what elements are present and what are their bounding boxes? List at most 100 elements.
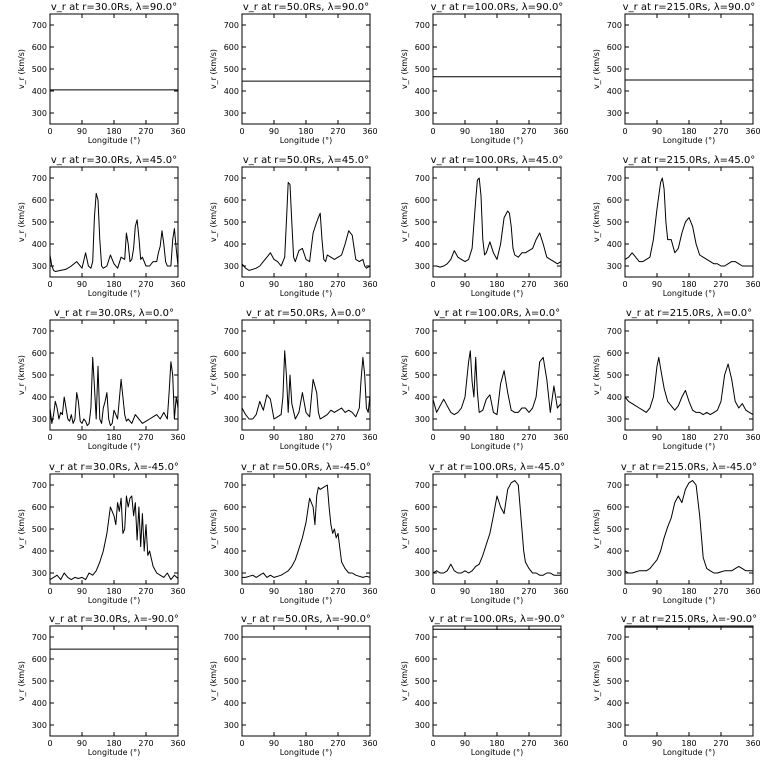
x-tick-label: 360 xyxy=(745,280,760,289)
subplot-title: v_r at r=215.0Rs, λ=0.0° xyxy=(626,308,752,319)
y-tick-label: 300 xyxy=(415,109,430,118)
series-line xyxy=(432,480,561,576)
x-tick-label: 90 xyxy=(460,280,470,289)
y-tick-label: 600 xyxy=(224,503,239,512)
subplot-title: v_r at r=100.0Rs, λ=0.0° xyxy=(434,308,560,319)
series-line xyxy=(432,350,562,416)
subplot-title: v_r at r=50.0Rs, λ=-90.0° xyxy=(241,614,371,625)
x-tick-label: 90 xyxy=(652,280,662,289)
y-tick-label: 700 xyxy=(415,481,430,490)
y-axis-label: v_r (km/s) xyxy=(209,355,218,395)
y-axis-label: v_r (km/s) xyxy=(400,509,409,549)
x-tick-label: 180 xyxy=(681,587,696,596)
subplot-6: v_r at r=50.0Rs, λ=45.0° 0 90 180 270 360 300 4… xyxy=(209,155,378,298)
y-tick-label: 400 xyxy=(415,393,430,402)
x-tick-label: 180 xyxy=(106,127,121,136)
x-tick-label: 360 xyxy=(362,280,377,289)
x-axis-label: Longitude (°) xyxy=(88,289,141,298)
subplot-8: v_r at r=215.0Rs, λ=45.0° 0 90 180 270 360 300… xyxy=(592,155,761,298)
y-tick-label: 300 xyxy=(32,721,47,730)
y-tick-label: 600 xyxy=(224,43,239,52)
series-line xyxy=(624,480,753,574)
x-tick-label: 180 xyxy=(489,127,504,136)
x-tick-label: 270 xyxy=(713,280,728,289)
plot-frame xyxy=(432,166,562,278)
y-tick-label: 700 xyxy=(32,327,47,336)
x-axis-label: Longitude (°) xyxy=(471,289,524,298)
y-tick-label: 300 xyxy=(607,569,622,578)
y-tick-label: 300 xyxy=(224,415,239,424)
plot-frame xyxy=(241,625,371,737)
plot-frame xyxy=(241,473,371,585)
subplot-title: v_r at r=100.0Rs, λ=-90.0° xyxy=(429,614,565,625)
y-tick-label: 700 xyxy=(224,21,239,30)
series-line xyxy=(49,192,179,272)
x-tick-label: 270 xyxy=(330,127,345,136)
subplot-title: v_r at r=215.0Rs, λ=-45.0° xyxy=(621,462,757,473)
x-tick-label: 0 xyxy=(239,127,244,136)
x-tick-label: 90 xyxy=(460,739,470,748)
y-tick-label: 700 xyxy=(224,327,239,336)
x-tick-label: 90 xyxy=(652,739,662,748)
y-tick-label: 600 xyxy=(32,655,47,664)
x-tick-label: 360 xyxy=(170,127,185,136)
y-tick-label: 400 xyxy=(32,87,47,96)
y-tick-label: 400 xyxy=(32,699,47,708)
plot-frame xyxy=(49,13,179,125)
x-tick-label: 360 xyxy=(745,127,760,136)
x-axis-label: Longitude (°) xyxy=(663,596,716,605)
x-tick-label: 90 xyxy=(77,587,87,596)
series-line xyxy=(241,181,371,271)
subplot-title: v_r at r=215.0Rs, λ=-90.0° xyxy=(621,614,757,625)
x-tick-label: 90 xyxy=(269,433,279,442)
y-tick-label: 500 xyxy=(32,525,47,534)
x-axis-label: Longitude (°) xyxy=(663,748,716,757)
subplot-title: v_r at r=100.0Rs, λ=-45.0° xyxy=(429,462,565,473)
plot-frame xyxy=(432,13,562,125)
subplot-title: v_r at r=215.0Rs, λ=45.0° xyxy=(623,155,756,166)
plot-frame xyxy=(624,319,754,431)
y-tick-label: 600 xyxy=(607,196,622,205)
x-tick-label: 0 xyxy=(239,587,244,596)
y-tick-label: 300 xyxy=(224,109,239,118)
y-tick-label: 600 xyxy=(32,43,47,52)
y-tick-label: 700 xyxy=(32,633,47,642)
subplot-title: v_r at r=100.0Rs, λ=90.0° xyxy=(431,2,564,13)
subplot-1: v_r at r=30.0Rs, λ=90.0° 0 90 180 270 360 300 4… xyxy=(17,2,186,145)
x-tick-label: 180 xyxy=(489,433,504,442)
x-tick-label: 270 xyxy=(713,587,728,596)
x-tick-label: 360 xyxy=(553,433,568,442)
x-axis-label: Longitude (°) xyxy=(471,748,524,757)
y-tick-label: 500 xyxy=(32,65,47,74)
x-tick-label: 360 xyxy=(362,433,377,442)
x-tick-label: 360 xyxy=(362,127,377,136)
y-tick-label: 600 xyxy=(32,196,47,205)
y-tick-label: 600 xyxy=(415,43,430,52)
x-axis-label: Longitude (°) xyxy=(663,289,716,298)
y-tick-label: 300 xyxy=(224,569,239,578)
subplot-16: v_r at r=215.0Rs, λ=-45.0° 0 90 180 270 360 30… xyxy=(592,462,761,605)
y-axis-label: v_r (km/s) xyxy=(209,202,218,242)
y-tick-label: 500 xyxy=(224,525,239,534)
y-tick-label: 400 xyxy=(32,547,47,556)
y-tick-label: 400 xyxy=(415,547,430,556)
x-tick-label: 270 xyxy=(330,280,345,289)
plot-frame xyxy=(49,625,179,737)
x-tick-label: 360 xyxy=(362,587,377,596)
y-tick-label: 400 xyxy=(607,240,622,249)
y-tick-label: 400 xyxy=(415,240,430,249)
x-axis-label: Longitude (°) xyxy=(471,442,524,451)
series-line xyxy=(49,495,179,581)
subplot-18: v_r at r=50.0Rs, λ=-90.0° 0 90 180 270 360 300… xyxy=(209,614,378,757)
y-tick-label: 500 xyxy=(607,371,622,380)
x-axis-label: Longitude (°) xyxy=(663,442,716,451)
subplot-17: v_r at r=30.0Rs, λ=-90.0° 0 90 180 270 360 300… xyxy=(17,614,186,757)
y-axis-label: v_r (km/s) xyxy=(400,49,409,89)
series-line xyxy=(49,356,179,427)
y-tick-label: 600 xyxy=(607,43,622,52)
y-tick-label: 500 xyxy=(224,677,239,686)
x-tick-label: 270 xyxy=(138,739,153,748)
plot-frame xyxy=(241,13,371,125)
subplot-title: v_r at r=30.0Rs, λ=-45.0° xyxy=(49,462,179,473)
y-tick-label: 500 xyxy=(224,371,239,380)
